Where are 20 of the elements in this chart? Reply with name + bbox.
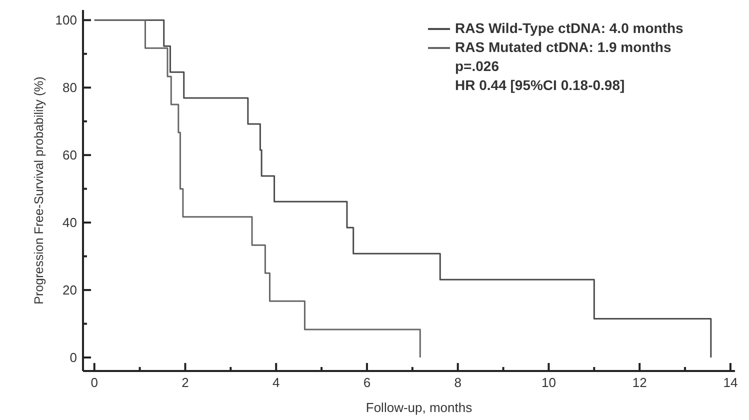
y-tick-label: 40	[62, 215, 77, 230]
y-tick-label: 60	[62, 148, 77, 163]
x-tick-label: 2	[182, 375, 189, 390]
x-tick-label: 4	[272, 375, 280, 390]
y-tick-label: 80	[62, 80, 77, 96]
x-tick-label: 8	[454, 375, 462, 390]
legend-label: RAS Mutated ctDNA: 1.9 months	[455, 39, 672, 55]
x-tick-label: 10	[541, 375, 556, 390]
x-axis-title: Follow-up, months	[366, 400, 473, 415]
y-tick-label: 100	[55, 12, 77, 28]
y-axis-title: Progression Free-Survival probability (%)	[32, 76, 46, 304]
x-tick-label: 6	[363, 375, 371, 390]
legend-label: RAS Wild-Type ctDNA: 4.0 months	[455, 20, 684, 36]
y-tick-label: 0	[70, 350, 77, 366]
x-tick-label: 0	[90, 375, 98, 390]
x-tick-label: 14	[723, 375, 738, 390]
annotation: p=.026	[455, 58, 500, 74]
y-tick-label: 20	[62, 282, 77, 298]
annotation: HR 0.44 [95%CI 0.18-0.98]	[455, 77, 625, 93]
x-tick-label: 12	[632, 375, 647, 390]
